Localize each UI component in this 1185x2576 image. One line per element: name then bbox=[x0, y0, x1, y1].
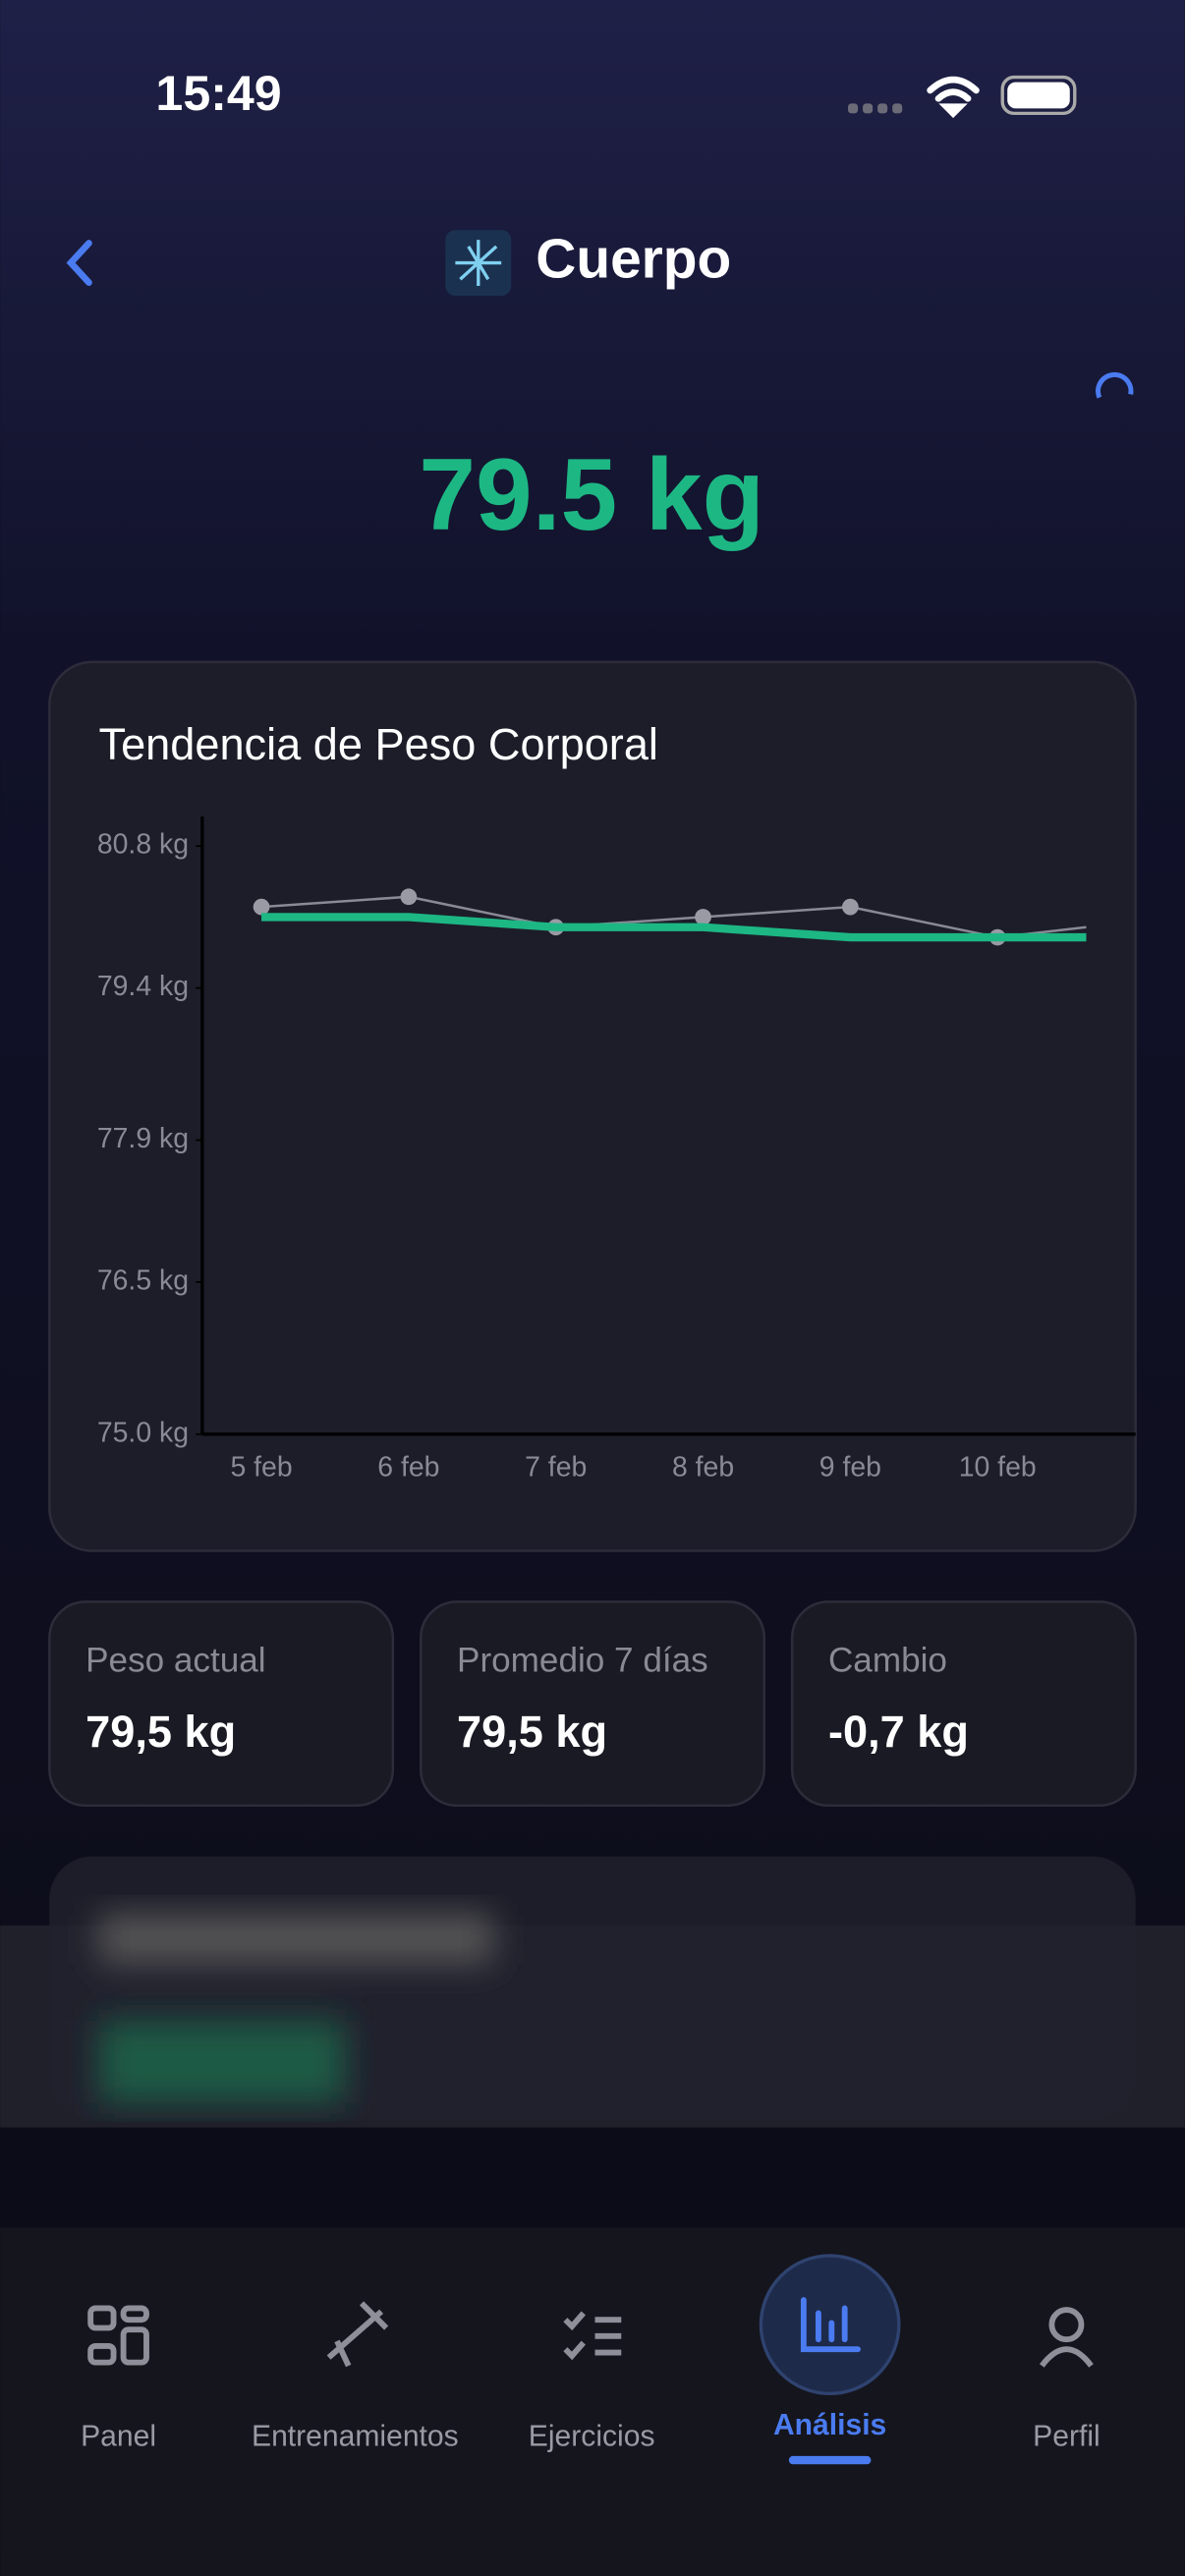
data-point bbox=[695, 909, 711, 925]
page-title: Cuerpo bbox=[536, 229, 731, 291]
y-tick-label: 80.8 kg bbox=[97, 829, 189, 861]
active-tab-indicator bbox=[788, 2455, 872, 2465]
nav: Panel Entrenamientos Ejercicios Análisis Per… bbox=[81, 2409, 1100, 2453]
data-point bbox=[842, 898, 859, 916]
tab-label[interactable]: Entrenamientos bbox=[252, 2420, 459, 2452]
tab-label[interactable]: Panel bbox=[81, 2420, 156, 2452]
chart-card bbox=[48, 660, 1137, 1552]
blurred-content bbox=[98, 1914, 493, 2103]
battery-level bbox=[1007, 82, 1070, 109]
y-tick-label: 76.5 kg bbox=[97, 1265, 189, 1297]
data-point bbox=[253, 898, 270, 916]
signal bbox=[848, 103, 903, 114]
x-tick-label: 7 feb bbox=[525, 1451, 587, 1483]
y-tick-label: 79.4 kg bbox=[97, 971, 189, 1002]
spinner bbox=[1096, 371, 1134, 399]
stats: Peso actual 79,5 kg Promedio 7 días 79,5 kg… bbox=[48, 1600, 1137, 1807]
y-tick-label: 77.9 kg bbox=[97, 1123, 189, 1154]
tab-icons bbox=[87, 2301, 1094, 2368]
chart: 75.0 kg 76.5 kg 77.9 kg 79.4 kg 80.8 kg 5 feb… bbox=[97, 829, 1087, 1483]
active-tab-icon bbox=[800, 2297, 861, 2353]
x-tick-label: 6 feb bbox=[377, 1451, 439, 1483]
stat-label: Cambio bbox=[828, 1642, 947, 1680]
back-button[interactable] bbox=[66, 240, 92, 286]
chart-title: Tendencia de Peso Corporal bbox=[99, 719, 658, 769]
x-tick-label: 5 feb bbox=[230, 1451, 292, 1483]
stat-label: Promedio 7 días bbox=[457, 1642, 708, 1680]
current-weight: 79.5 kg bbox=[419, 437, 764, 551]
stat-label: Peso actual bbox=[85, 1642, 265, 1680]
tab-label[interactable]: Análisis bbox=[773, 2409, 886, 2441]
wifi bbox=[927, 76, 980, 119]
stat-card bbox=[420, 1600, 765, 1807]
x-tick-label: 10 feb bbox=[959, 1451, 1037, 1483]
tab-label[interactable]: Ejercicios bbox=[529, 2420, 655, 2452]
stat-value: 79,5 kg bbox=[85, 1707, 236, 1757]
series-line bbox=[261, 913, 1087, 942]
y-tick-label: 75.0 kg bbox=[97, 1417, 189, 1448]
tab-bar bbox=[0, 2227, 1185, 2576]
stat-value: -0,7 kg bbox=[828, 1707, 969, 1757]
stat-card bbox=[790, 1600, 1137, 1807]
x-tick-label: 8 feb bbox=[672, 1451, 734, 1483]
status-time: 15:49 bbox=[155, 66, 281, 121]
data-point bbox=[400, 888, 418, 906]
x-tick-label: 9 feb bbox=[819, 1451, 881, 1483]
stat-value: 79,5 kg bbox=[457, 1707, 607, 1757]
app-icon-glyph bbox=[455, 240, 502, 286]
stat-card bbox=[48, 1600, 395, 1807]
tab-label[interactable]: Perfil bbox=[1033, 2420, 1100, 2452]
battery bbox=[1000, 75, 1077, 116]
